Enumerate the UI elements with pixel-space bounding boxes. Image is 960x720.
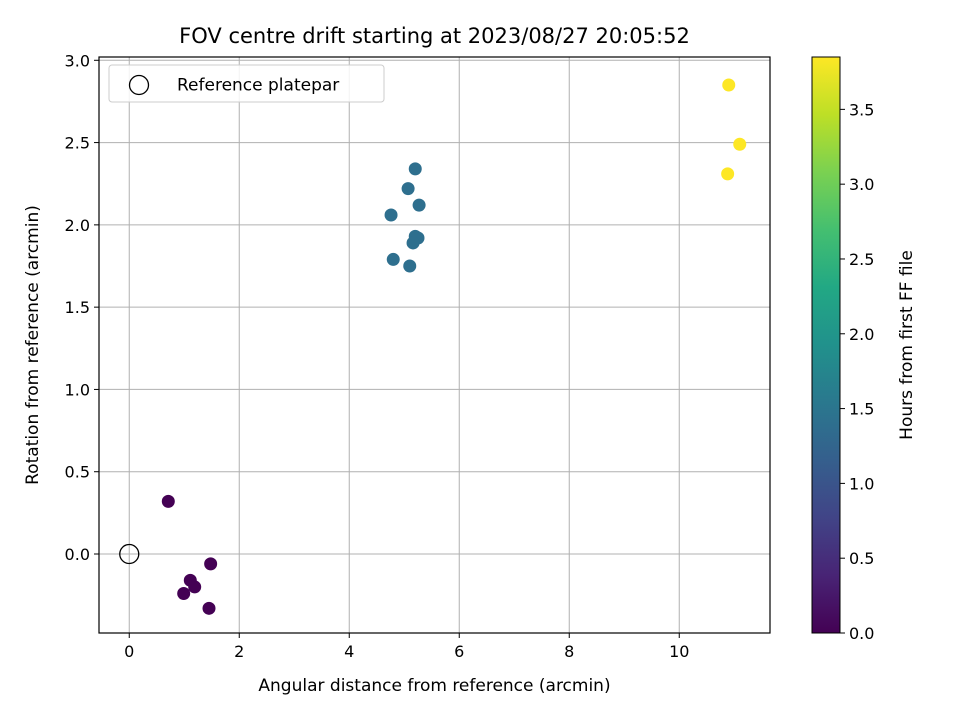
colorbar-tick-label: 0.5	[849, 549, 874, 568]
colorbar-ticks: 0.0 0.5 1.0 1.5 2.0 2.5 3.0 3.5	[840, 100, 874, 643]
y-tick-label: 1.5	[65, 298, 90, 317]
reference-platepar-marker	[119, 543, 140, 565]
legend-reference-marker	[128, 74, 150, 96]
data-point	[161, 494, 175, 508]
grid	[99, 57, 770, 633]
data-point	[733, 137, 747, 151]
colorbar-tick-label: 2.0	[849, 325, 874, 344]
x-tick-label: 10	[669, 642, 689, 661]
plot-frame	[98, 56, 771, 634]
reference-marker-group	[119, 543, 140, 565]
data-point	[408, 162, 422, 176]
y-tick-label: 0.0	[65, 545, 90, 564]
data-point	[202, 601, 216, 615]
colorbar-tick-label: 1.5	[849, 400, 874, 419]
data-point	[406, 236, 420, 250]
data-point	[721, 167, 735, 181]
x-axis-label: Angular distance from reference (arcmin)	[258, 676, 610, 696]
colorbar-tick-label: 2.5	[849, 250, 874, 269]
y-tick-label: 3.0	[65, 51, 90, 70]
data-point	[412, 198, 426, 212]
legend-reference-label: Reference platepar	[177, 76, 339, 96]
chart-title: FOV centre drift starting at 2023/08/27 …	[179, 24, 690, 48]
x-axis-ticks: 0 2 4 6 8 10	[124, 633, 689, 661]
data-point	[204, 557, 218, 571]
colorbar-tick-label: 3.5	[849, 100, 874, 119]
x-tick-label: 2	[234, 642, 244, 661]
colorbar-tick-label: 3.0	[849, 175, 874, 194]
data-point	[722, 78, 736, 92]
colorbar: 0.0 0.5 1.0 1.5 2.0 2.5 3.0 3.5 Hours from firs…	[811, 56, 917, 643]
data-point	[401, 182, 415, 196]
x-tick-label: 6	[454, 642, 464, 661]
y-tick-label: 2.0	[65, 216, 90, 235]
data-point	[177, 587, 191, 601]
x-tick-label: 8	[564, 642, 574, 661]
y-axis-ticks: 0.0 0.5 1.0 1.5 2.0 2.5 3.0	[65, 51, 99, 564]
colorbar-label: Hours from first FF file	[897, 250, 917, 440]
data-point	[188, 580, 202, 594]
colorbar-gradient	[811, 56, 841, 634]
legend: Reference platepar	[108, 64, 385, 103]
data-point	[386, 252, 400, 266]
data-point	[403, 259, 417, 273]
colorbar-tick-label: 1.0	[849, 474, 874, 493]
colorbar-tick-label: 0.0	[849, 624, 874, 643]
y-tick-label: 2.5	[65, 134, 90, 153]
y-tick-label: 0.5	[65, 463, 90, 482]
data-point	[384, 208, 398, 222]
x-tick-label: 4	[344, 642, 354, 661]
data-points	[161, 78, 747, 615]
legend-box	[108, 64, 385, 103]
y-tick-label: 1.0	[65, 380, 90, 399]
y-axis-label: Rotation from reference (arcmin)	[23, 205, 43, 485]
x-tick-label: 0	[124, 642, 134, 661]
